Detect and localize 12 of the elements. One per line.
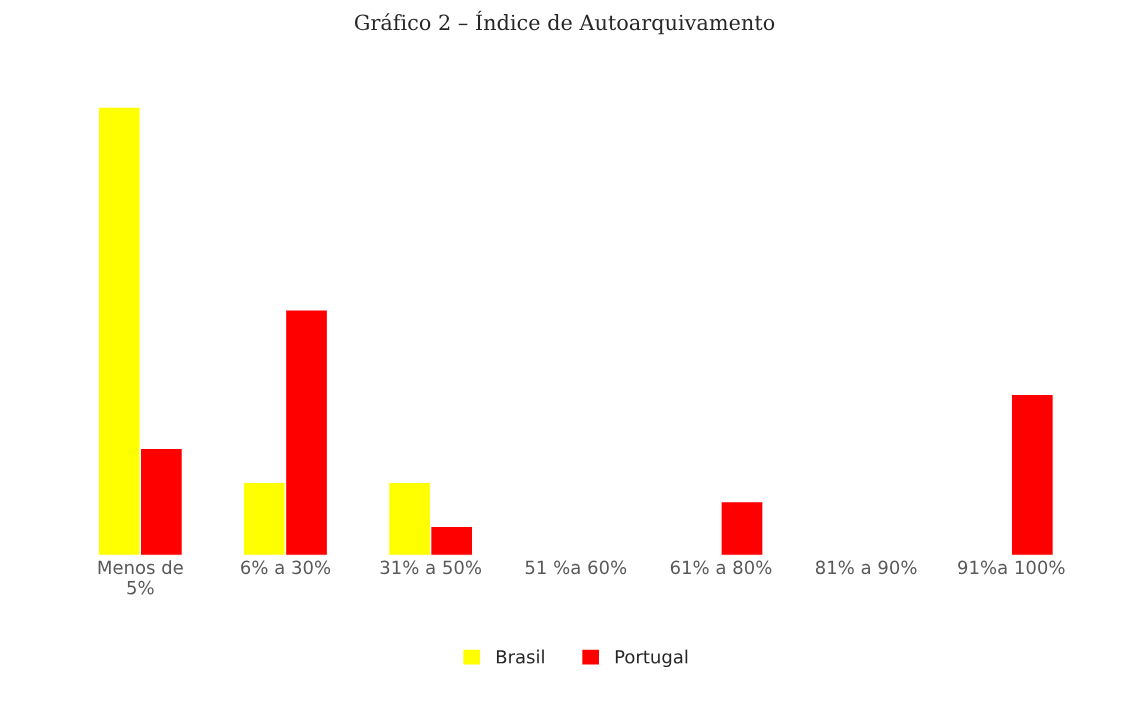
- x-tick-label: 91%a 100%: [958, 560, 1065, 575]
- legend-label: Brasil: [496, 649, 544, 664]
- legend-label: Portugal: [615, 649, 688, 668]
- bar: [720, 500, 764, 556]
- x-tick-label: 6% a 30%: [241, 560, 331, 575]
- chart-title: Gráfico 2 – Índice de Autoarquivamento: [354, 10, 775, 35]
- x-tick-label: 31% a 50%: [380, 560, 482, 575]
- bar: [1010, 393, 1055, 556]
- x-tick-label: 81% a 90%: [815, 560, 917, 575]
- x-tick-label: Menos de 5%: [98, 560, 183, 595]
- x-tick-label: 51 %a 60%: [525, 560, 627, 575]
- x-tick-label: 61% a 80%: [670, 560, 772, 575]
